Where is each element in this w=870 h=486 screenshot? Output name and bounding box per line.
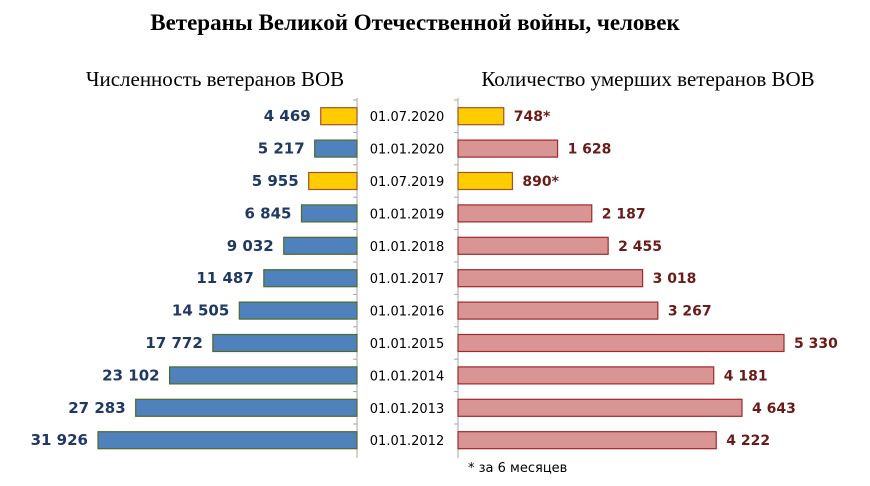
- category-label: 01.01.2016: [370, 305, 444, 320]
- left-data-label: 23 102: [102, 366, 159, 384]
- category-label: 01.01.2018: [370, 240, 444, 255]
- right-data-label: 3 018: [653, 271, 697, 287]
- right-bar: [457, 236, 609, 255]
- right-data-label: 1 628: [568, 142, 612, 158]
- left-data-label: 4 469: [264, 107, 311, 125]
- category-label: 01.01.2019: [370, 207, 444, 222]
- left-data-label: 14 505: [172, 302, 229, 320]
- category-label: 01.07.2019: [370, 175, 444, 190]
- right-data-label: 4 643: [752, 401, 796, 417]
- right-data-label: 4 222: [726, 433, 770, 449]
- right-bar: [457, 171, 514, 191]
- category-label: 01.01.2020: [370, 143, 444, 158]
- category-label: 01.01.2014: [370, 369, 444, 384]
- right-bar: [457, 431, 717, 450]
- left-data-label: 27 283: [68, 399, 125, 417]
- right-bar: [457, 398, 743, 417]
- right-data-label: 3 267: [668, 304, 712, 320]
- category-label: 01.07.2020: [370, 110, 444, 125]
- left-data-label: 5 217: [258, 140, 305, 158]
- right-bar: [457, 269, 644, 288]
- left-data-label: 17 772: [145, 334, 202, 352]
- left-data-label: 11 487: [196, 269, 253, 287]
- right-bar: [457, 333, 785, 353]
- left-bar: [314, 139, 358, 158]
- left-bar: [168, 366, 358, 385]
- left-data-label: 6 845: [244, 204, 291, 222]
- left-bar: [300, 204, 358, 223]
- right-data-label: 890*: [522, 174, 559, 190]
- left-bar: [135, 398, 358, 417]
- category-label: 01.01.2017: [370, 272, 444, 287]
- right-bar: [457, 204, 593, 223]
- right-bar: [457, 107, 505, 126]
- right-bar: [457, 139, 559, 158]
- left-data-label: 5 955: [252, 172, 299, 190]
- left-series-title: Численность ветеранов ВОВ: [86, 67, 344, 91]
- category-label: 01.01.2013: [370, 402, 444, 417]
- footnote: * за 6 месяцев: [468, 461, 567, 476]
- left-bar: [320, 107, 358, 126]
- left-bar: [238, 301, 358, 320]
- left-bar: [283, 236, 358, 255]
- left-data-label: 31 926: [31, 431, 88, 449]
- left-bar: [97, 431, 358, 450]
- right-bar: [457, 301, 659, 320]
- left-data-label: 9 032: [227, 237, 274, 255]
- right-data-label: 5 330: [794, 336, 838, 352]
- left-bar: [263, 269, 358, 288]
- right-data-label: 2 455: [618, 239, 662, 255]
- left-bar: [212, 333, 358, 353]
- left-bar: [308, 171, 358, 191]
- right-data-label: 748*: [514, 109, 551, 125]
- right-data-label: 2 187: [602, 206, 646, 222]
- right-bar: [457, 366, 715, 385]
- chart-title: Ветераны Великой Отечественной войны, че…: [150, 10, 680, 35]
- category-label: 01.01.2012: [370, 434, 444, 449]
- category-label: 01.01.2015: [370, 337, 444, 352]
- right-series-title: Количество умерших ветеранов ВОВ: [481, 67, 814, 91]
- right-data-label: 4 181: [724, 368, 768, 384]
